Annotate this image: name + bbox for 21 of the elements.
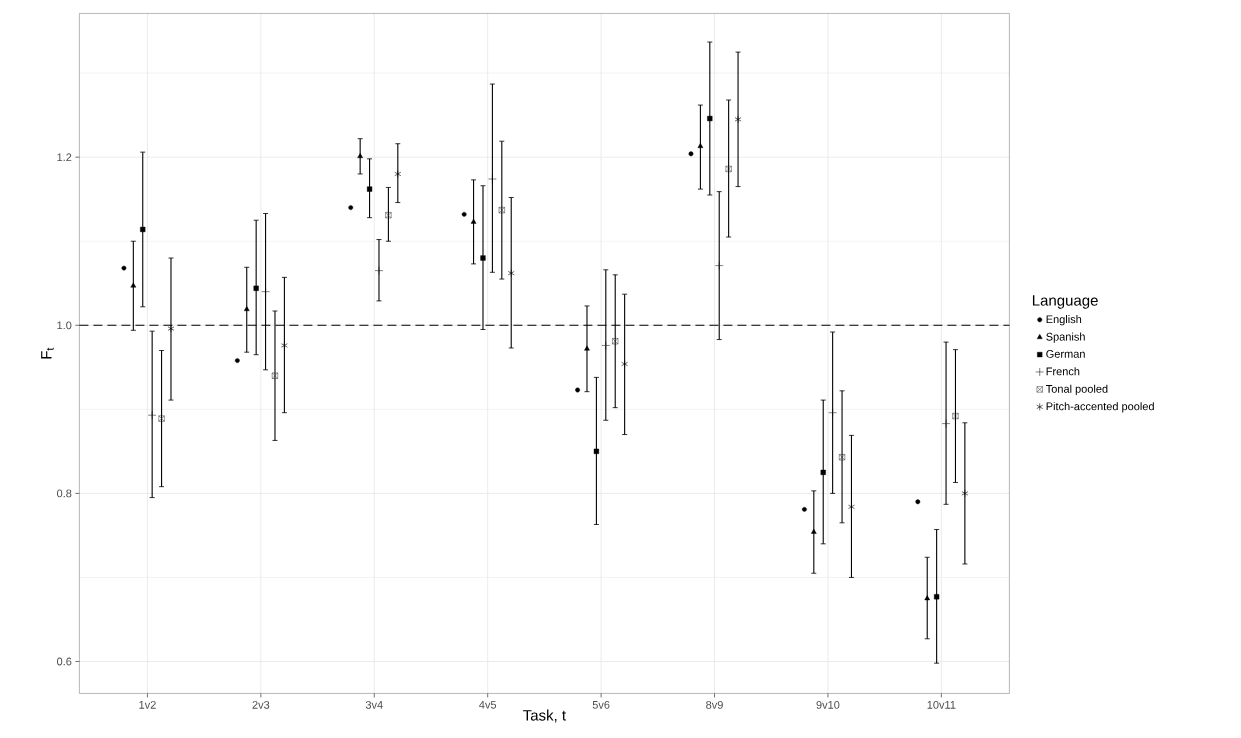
legend-label: Pitch-accented pooled bbox=[1046, 402, 1154, 413]
x-tick-label: 1v2 bbox=[139, 700, 156, 709]
legend-label: Spanish bbox=[1046, 332, 1085, 343]
legend-label: French bbox=[1046, 367, 1080, 376]
legend-label: German bbox=[1046, 350, 1085, 358]
y-tick-label: 0.8 bbox=[57, 489, 72, 498]
y-tick-label: 1.2 bbox=[57, 153, 72, 162]
x-axis-title: Task, t bbox=[523, 709, 566, 723]
x-tick-label: 10v11 bbox=[927, 700, 956, 709]
x-tick-label: 8v9 bbox=[706, 700, 723, 709]
x-tick-label: 3v4 bbox=[365, 700, 383, 709]
x-tick-label: 2v3 bbox=[252, 700, 270, 709]
x-tick-label: 9v10 bbox=[816, 700, 840, 709]
legend-title: Language bbox=[1032, 295, 1098, 309]
y-tick-label: 0.6 bbox=[57, 657, 72, 666]
legend-label: English bbox=[1046, 315, 1082, 326]
legend-label: Tonal pooled bbox=[1045, 384, 1108, 395]
x-tick-label: 4v5 bbox=[479, 700, 497, 709]
x-tick-label: 5v6 bbox=[592, 700, 610, 709]
y-axis-title: F$_{t}$ bbox=[41, 347, 54, 359]
y-tick-label: 1.0 bbox=[57, 321, 72, 330]
